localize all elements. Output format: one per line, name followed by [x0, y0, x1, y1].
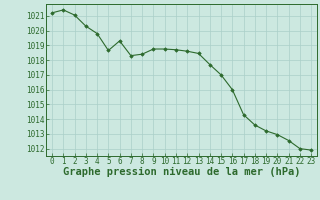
X-axis label: Graphe pression niveau de la mer (hPa): Graphe pression niveau de la mer (hPa) [63, 167, 300, 177]
